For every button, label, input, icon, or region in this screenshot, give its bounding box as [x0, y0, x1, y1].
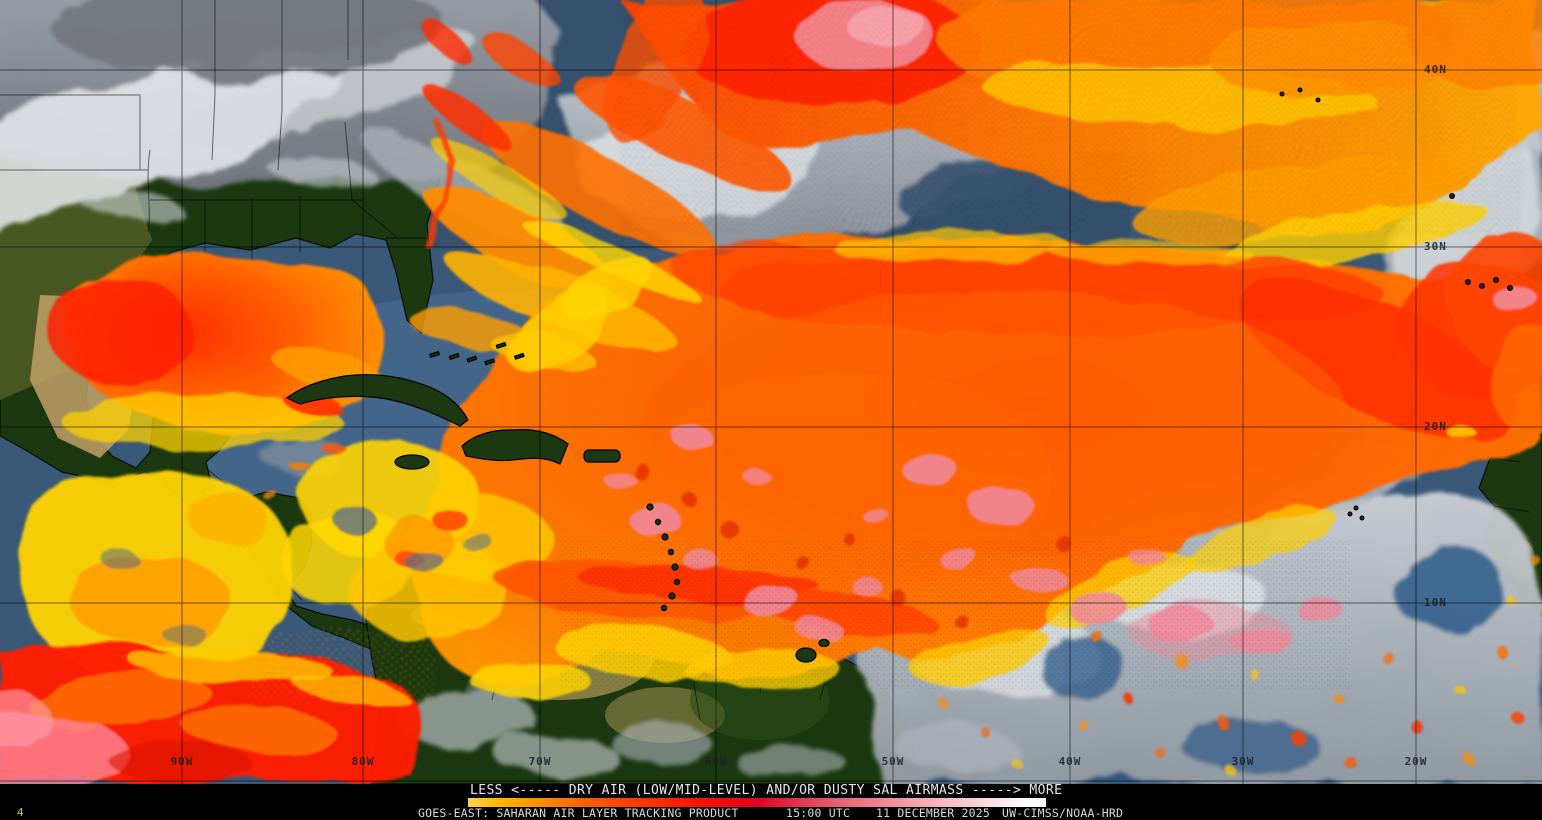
lon-label-80w: 80W — [351, 755, 375, 768]
lon-label-60w: 60W — [704, 755, 728, 768]
satellite-map-canvas: 40N 30N 20N 10N 90W 80W 70W 60W 50W 40W … — [0, 0, 1542, 784]
graticule-layer — [0, 0, 1542, 784]
product-time: 15:00 UTC — [786, 806, 851, 820]
map-art — [0, 0, 1542, 784]
lon-label-50w: 50W — [881, 755, 905, 768]
lon-label-20w: 20W — [1404, 755, 1428, 768]
lon-label-70w: 70W — [528, 755, 552, 768]
corner-mark: 4 — [17, 806, 24, 819]
lat-label-20n: 20N — [1424, 420, 1447, 433]
sal-scatter-speckles — [935, 555, 1540, 775]
product-title: GOES-EAST: SAHARAN AIR LAYER TRACKING PR… — [418, 806, 739, 820]
colorbar — [468, 798, 1046, 807]
lon-label-90w: 90W — [170, 755, 194, 768]
product-credit: UW-CIMSS/NOAA-HRD — [1002, 806, 1124, 820]
lon-label-40w: 40W — [1058, 755, 1082, 768]
sal-layer — [0, 0, 1542, 784]
island-layer — [285, 87, 1513, 663]
legend-scale-text: LESS <----- DRY AIR (LOW/MID-LEVEL) AND/… — [470, 783, 1063, 798]
lat-label-10n: 10N — [1424, 596, 1447, 609]
product-date: 11 DECEMBER 2025 — [876, 806, 990, 820]
legend-bar: 4 LESS <----- DRY AIR (LOW/MID-LEVEL) AN… — [0, 784, 1542, 820]
lon-label-30w: 30W — [1231, 755, 1255, 768]
lat-label-30n: 30N — [1424, 240, 1447, 253]
lat-label-40n: 40N — [1424, 63, 1447, 76]
